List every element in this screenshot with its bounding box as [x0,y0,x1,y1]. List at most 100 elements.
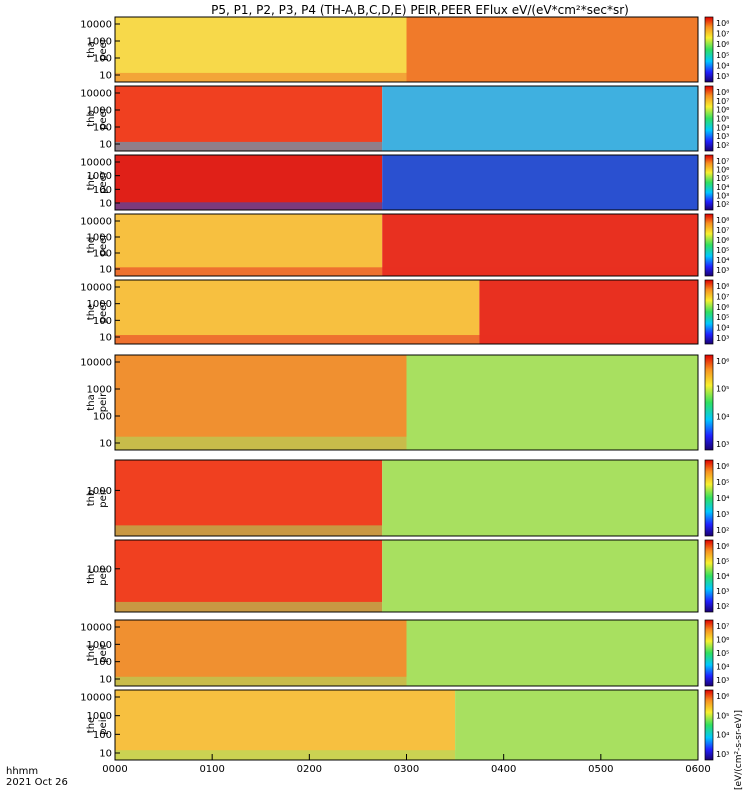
spectrogram-panel-the-peir: the peir 10000 1000 100 10 10⁶ 10⁵ 10⁴ 10³ [80,689,729,761]
figure-title: P5, P1, P2, P3, P4 (TH-A,B,C,D,E) PEIR,P… [211,3,629,17]
colorbar-tick-label: 10⁵ [716,385,729,394]
heatmap-region-early [115,155,383,210]
colorbar-tick-label: 10⁵ [716,478,729,487]
colorbar [704,539,714,613]
panel-ylabel: tha [86,394,97,410]
heatmap-low-energy-band [115,525,698,536]
colorbar-tick-label: 10³ [716,334,729,343]
y-tick-label: 10 [99,749,112,760]
y-tick-label: 1000 [87,640,112,651]
colorbar-tick-label: 10⁶ [716,357,729,366]
y-tick-label: 100 [93,54,112,65]
colorbar-tick-label: 10⁴ [716,572,729,581]
y-tick-label: 10 [99,333,112,344]
y-tick-label: 10 [99,140,112,151]
colorbar-tick-label: 10⁵ [716,711,729,720]
heatmap-region-early [115,280,480,344]
colorbar-tick-label: 10⁶ [716,542,729,551]
colorbar-tick-label: 10⁷ [716,292,729,301]
colorbar-tick-label: 10⁸ [716,216,729,225]
y-tick-label: 10000 [80,283,112,294]
y-tick-label: 1000 [87,233,112,244]
colorbar-tick-label: 10³ [716,72,729,81]
y-tick-label: 10 [99,71,112,82]
colorbar-tick-label: 10⁶ [716,303,729,312]
y-tick-label: 10000 [80,20,112,31]
spectrogram-panel-thb-peer: thb peer 10000 1000 100 10 10⁸10⁷10⁶10⁵10⁴10³1… [80,85,729,152]
panel-ylabel: peir [98,392,109,412]
y-tick-label: 100 [93,412,112,423]
heatmap-region-late [382,460,698,536]
heatmap-region-early [115,620,407,686]
colorbar [704,689,714,761]
panel-ylabel: thc [86,568,97,584]
colorbar [704,16,714,83]
colorbar-tick-label: 10³ [716,266,729,275]
colorbar-tick-label: 10⁷ [716,622,729,631]
panel-frame [114,539,699,613]
y-tick-label: 10000 [80,89,112,100]
y-tick-label: 10 [99,675,112,686]
panel-ylabel: tha [86,41,97,57]
panel-frame [114,85,699,152]
colorbar-tick-label: 10⁵ [716,649,729,658]
colorbar [704,213,714,277]
colorbar [704,459,714,537]
colorbar-tick-label: 10⁵ [716,313,729,322]
heatmap-region-early [115,690,456,760]
colorbar-tick-label: 10⁷ [716,157,729,166]
colorbar-tick-label: 10⁵ [716,557,729,566]
y-tick-label: 1000 [87,299,112,310]
heatmap-region-early [115,214,383,276]
y-tick-label: 1000 [87,106,112,117]
panel-ylabel: thb [86,110,97,127]
heatmap-region-late [382,214,698,276]
colorbar-tick-label: 10⁶ [716,106,729,115]
colorbar-tick-label: 10⁴ [716,324,729,333]
heatmap-region-late [406,620,698,686]
panel-ylabel: peir [98,714,109,734]
panel-ylabel: peir [98,642,109,662]
colorbar-tick-label: 10³ [716,750,729,759]
y-tick-label: 100 [93,249,112,260]
colorbar-tick-label: 10⁴ [716,256,729,265]
y-tick-label: 10 [99,439,112,450]
colorbar-tick-label: 10⁴ [716,123,729,132]
heatmap-region-late [406,355,698,450]
colorbar-tick-label: 10⁷ [716,97,729,106]
y-tick-label: 10000 [80,217,112,228]
y-tick-label: 10000 [80,693,112,704]
colorbar-tick-label: 10⁴ [716,494,729,503]
colorbar-tick-label: 10⁵ [716,51,729,60]
colorbar-tick-label: 10⁸ [716,88,729,97]
x-tick-label: 0100 [199,764,224,775]
colorbar-tick-label: 10⁸ [716,282,729,291]
x-tick-label: 0200 [297,764,322,775]
panel-frame [114,354,699,451]
spectrogram-panel-tha-peir: tha peir 10000 1000 100 10 10⁶ 10⁵ 10⁴ 10³ [80,354,729,451]
time-axis-title: hhmm [6,766,38,777]
x-tick-label: 0600 [685,764,710,775]
panel-frame [114,16,699,83]
heatmap-region-late [382,86,698,151]
heatmap-region-early [115,86,383,151]
colorbar-tick-label: 10⁶ [716,40,729,49]
colorbar-tick-label: 10² [716,602,729,611]
panel-ylabel: peir [98,487,109,507]
panel-ylabel: peer [98,106,109,130]
colorbar-tick-label: 10⁵ [716,174,729,183]
y-tick-label: 100 [93,123,112,134]
heatmap-region-early [115,17,407,82]
colorbar [704,279,714,345]
x-tick-label: 0400 [491,764,516,775]
panel-ylabel: peir [98,565,109,585]
colorbar-tick-label: 10⁴ [716,61,729,70]
y-tick-label: 100 [93,657,112,668]
y-tick-label: 10 [99,265,112,276]
y-tick-label: 10000 [80,623,112,634]
